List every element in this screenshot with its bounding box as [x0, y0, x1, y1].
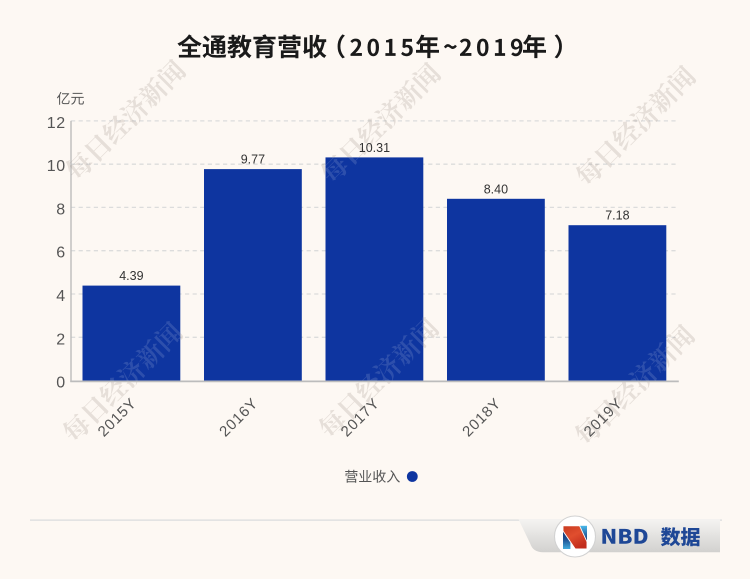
svg-text:6: 6 — [56, 245, 66, 262]
svg-text:12: 12 — [47, 115, 66, 132]
svg-text:9.77: 9.77 — [241, 153, 265, 167]
svg-text:10.31: 10.31 — [359, 141, 390, 155]
svg-text:8.40: 8.40 — [484, 182, 508, 196]
svg-text:4: 4 — [56, 288, 66, 305]
svg-text:2: 2 — [56, 331, 66, 348]
svg-text:0: 0 — [56, 375, 66, 392]
svg-text:7.18: 7.18 — [605, 209, 629, 223]
svg-text:4.39: 4.39 — [119, 269, 143, 283]
svg-text:10: 10 — [47, 158, 66, 175]
svg-text:8: 8 — [56, 201, 66, 218]
